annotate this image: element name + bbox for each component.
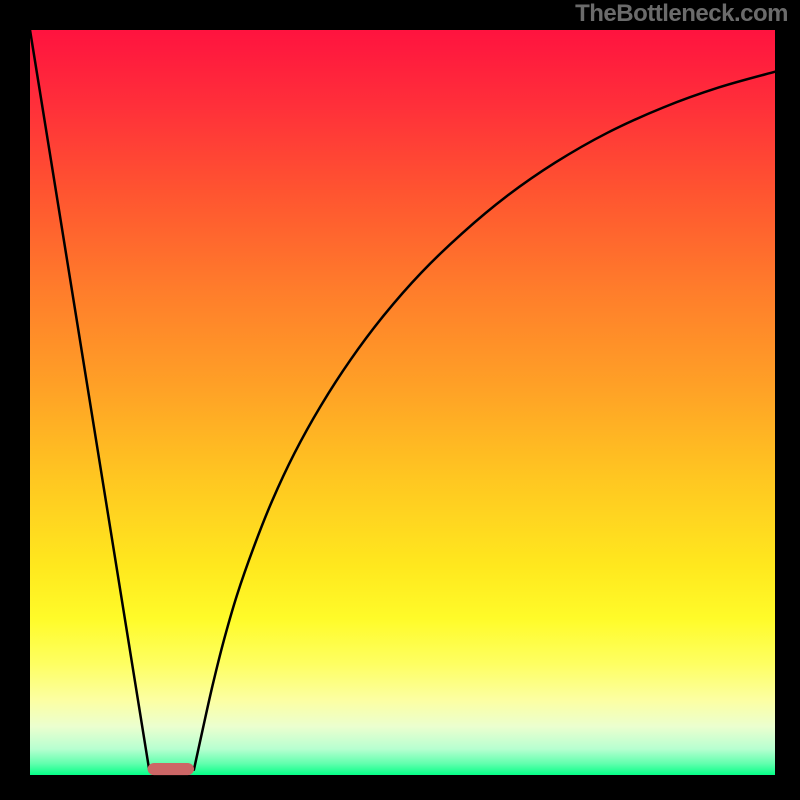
watermark-text: TheBottleneck.com xyxy=(575,0,788,28)
chart-canvas xyxy=(0,0,800,800)
bottleneck-marker xyxy=(148,763,193,774)
bottleneck-chart: TheBottleneck.com xyxy=(0,0,800,800)
gradient-background xyxy=(30,30,775,775)
